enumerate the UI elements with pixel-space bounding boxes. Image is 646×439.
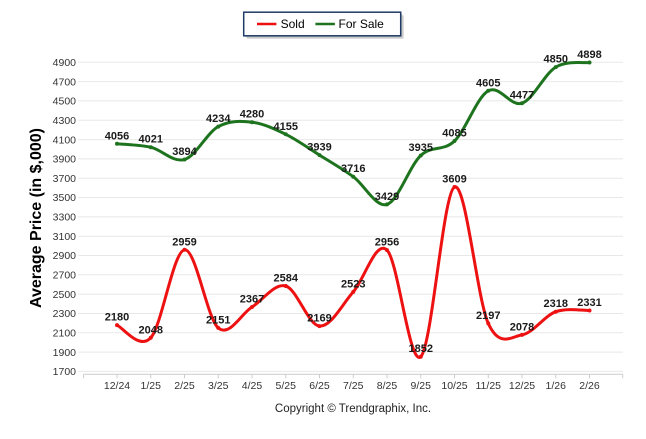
svg-text:3939: 3939	[307, 142, 331, 154]
svg-text:For Sale: For Sale	[339, 17, 385, 31]
svg-text:3300: 3300	[53, 212, 77, 224]
svg-text:4605: 4605	[476, 77, 500, 89]
svg-text:3500: 3500	[53, 192, 77, 204]
svg-text:4500: 4500	[53, 96, 77, 108]
svg-text:4280: 4280	[240, 109, 264, 121]
svg-text:4155: 4155	[274, 121, 298, 133]
svg-text:3100: 3100	[53, 231, 77, 243]
svg-text:10/25: 10/25	[441, 380, 467, 392]
svg-text:3716: 3716	[341, 163, 365, 175]
svg-text:2331: 2331	[577, 297, 601, 309]
svg-text:2169: 2169	[307, 313, 331, 325]
svg-text:Average Price (in $,000): Average Price (in $,000)	[28, 128, 45, 308]
svg-text:6/25: 6/25	[309, 380, 330, 392]
svg-text:2523: 2523	[341, 278, 365, 290]
svg-text:3900: 3900	[53, 154, 77, 166]
svg-text:3894: 3894	[172, 146, 197, 158]
svg-text:1900: 1900	[53, 347, 77, 359]
svg-text:5/25: 5/25	[276, 380, 297, 392]
svg-text:2959: 2959	[172, 236, 196, 248]
svg-text:2180: 2180	[105, 312, 129, 324]
svg-text:11/25: 11/25	[476, 380, 502, 392]
svg-text:4021: 4021	[139, 134, 163, 146]
svg-text:2048: 2048	[139, 324, 163, 336]
svg-text:1700: 1700	[53, 366, 77, 378]
svg-text:12/24: 12/24	[104, 380, 130, 392]
svg-text:Copyright © Trendgraphix, Inc.: Copyright © Trendgraphix, Inc.	[275, 403, 431, 415]
svg-text:4/25: 4/25	[242, 380, 263, 392]
svg-text:4056: 4056	[105, 130, 129, 142]
svg-text:2500: 2500	[53, 289, 77, 301]
svg-text:4300: 4300	[53, 115, 77, 127]
svg-text:4850: 4850	[544, 54, 568, 66]
svg-text:2900: 2900	[53, 250, 77, 262]
svg-text:2318: 2318	[544, 298, 568, 310]
svg-text:2078: 2078	[510, 321, 534, 333]
svg-text:3935: 3935	[409, 142, 433, 154]
svg-text:2151: 2151	[206, 314, 230, 326]
svg-text:1/25: 1/25	[141, 380, 162, 392]
svg-text:4700: 4700	[53, 76, 77, 88]
svg-text:2100: 2100	[53, 328, 77, 340]
svg-text:2584: 2584	[274, 273, 299, 285]
svg-text:7/25: 7/25	[343, 380, 364, 392]
svg-text:3429: 3429	[375, 191, 399, 203]
svg-text:4477: 4477	[510, 90, 534, 102]
svg-text:1852: 1852	[409, 343, 433, 355]
svg-text:2367: 2367	[240, 294, 264, 306]
svg-text:2197: 2197	[476, 310, 500, 322]
svg-text:4898: 4898	[577, 49, 601, 61]
svg-text:4234: 4234	[206, 113, 231, 125]
svg-text:12/25: 12/25	[509, 380, 535, 392]
svg-text:3700: 3700	[53, 173, 77, 185]
svg-text:2/25: 2/25	[174, 380, 195, 392]
svg-text:4085: 4085	[442, 128, 466, 140]
svg-text:3609: 3609	[442, 174, 466, 186]
svg-text:2700: 2700	[53, 270, 77, 282]
svg-text:2956: 2956	[375, 237, 399, 249]
svg-text:Sold: Sold	[281, 17, 305, 31]
svg-text:2300: 2300	[53, 308, 77, 320]
svg-text:4900: 4900	[53, 57, 77, 69]
svg-text:9/25: 9/25	[411, 380, 432, 392]
svg-text:3/25: 3/25	[208, 380, 229, 392]
svg-text:1/26: 1/26	[546, 380, 567, 392]
svg-text:2/26: 2/26	[579, 380, 600, 392]
svg-text:4100: 4100	[53, 134, 77, 146]
svg-text:8/25: 8/25	[377, 380, 398, 392]
